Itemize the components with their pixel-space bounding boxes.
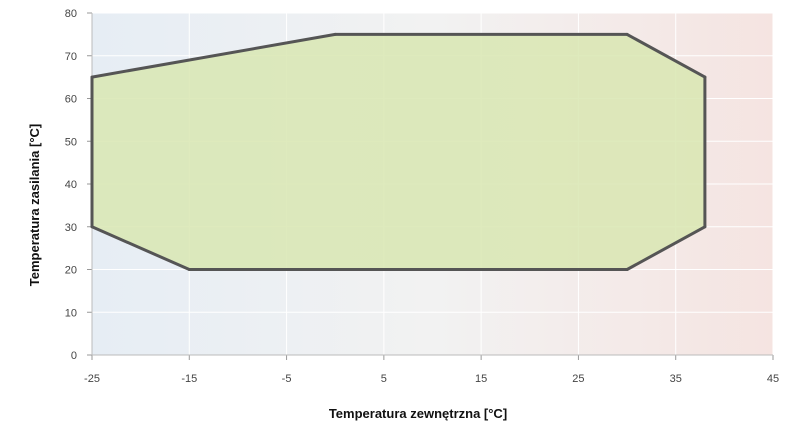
x-axis-title: Temperatura zewnętrzna [°C] xyxy=(329,406,507,421)
x-tick-label: 15 xyxy=(475,373,487,385)
envelope-vertex xyxy=(90,75,94,79)
operating-envelope-area xyxy=(90,32,707,271)
envelope-vertex xyxy=(625,268,629,271)
x-tick-label: -5 xyxy=(282,373,292,385)
x-tick-label: -15 xyxy=(181,373,197,385)
y-tick-label: 60 xyxy=(65,94,77,106)
x-tick-label: 45 xyxy=(767,373,779,385)
y-tick-label: 20 xyxy=(65,265,77,277)
x-tick-label: 35 xyxy=(670,373,682,385)
y-tick-label: 30 xyxy=(65,222,77,234)
y-tick-label: 40 xyxy=(65,179,77,191)
y-tick-label: 10 xyxy=(65,307,77,319)
x-tick-label: 25 xyxy=(572,373,584,385)
envelope-vertex xyxy=(90,225,94,229)
envelope-vertex xyxy=(703,225,707,229)
y-tick-label: 70 xyxy=(65,51,77,63)
y-axis-title: Temperatura zasilania [°C] xyxy=(27,124,42,286)
x-tick-label: -25 xyxy=(84,373,100,385)
envelope-vertex xyxy=(187,268,191,271)
y-tick-label: 80 xyxy=(65,8,77,20)
envelope-vertex xyxy=(625,32,629,36)
x-tick-label: 5 xyxy=(381,373,387,385)
envelope-vertex xyxy=(703,75,707,79)
tick-labels: 0 10 20 30 40 50 60 70 80 -25 -15 -5 5 15 25 35 45 xyxy=(65,8,779,385)
series-layer xyxy=(90,32,707,271)
envelope-vertex xyxy=(333,32,337,36)
y-tick-label: 0 xyxy=(71,350,77,362)
y-tick-label: 50 xyxy=(65,136,77,148)
